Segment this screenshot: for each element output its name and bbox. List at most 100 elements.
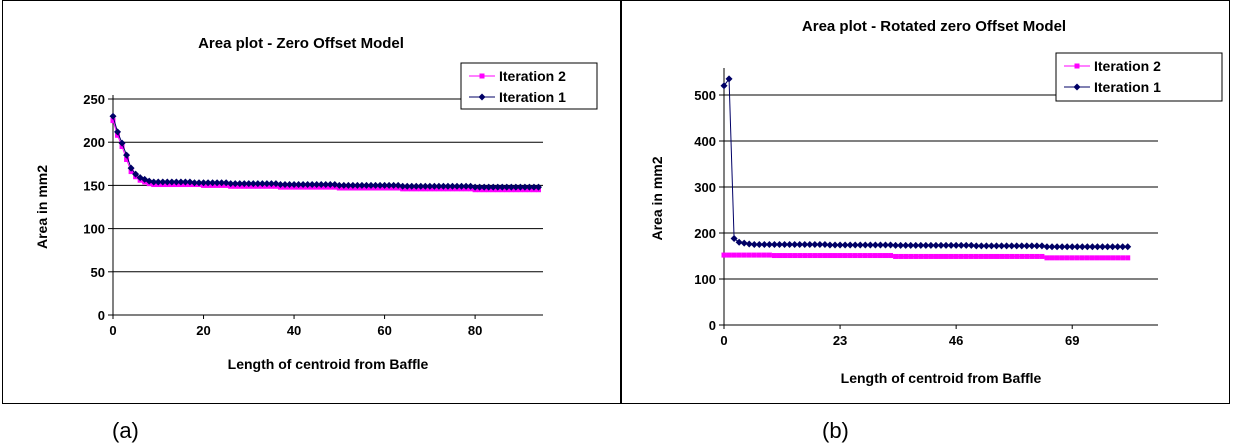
data-point: [263, 180, 271, 188]
data-point: [218, 179, 226, 187]
data-point: [118, 139, 126, 147]
legend-box: [1055, 52, 1223, 102]
chart-panel-a: Area plot - Zero Offset Model 0 50 100 150 20…: [2, 0, 621, 404]
data-point: [421, 182, 429, 190]
series-iteration-1: [109, 112, 542, 191]
data-point: [872, 253, 878, 259]
data-point: [471, 183, 479, 191]
data-point: [827, 253, 833, 259]
data-point: [770, 241, 778, 248]
chart-panel-b: Area plot - Rotated zero Offset Model 0 10…: [621, 0, 1230, 404]
data-point: [390, 181, 398, 189]
data-point: [190, 179, 198, 187]
data-point: [304, 181, 312, 189]
data-point: [236, 180, 244, 188]
legend: Iteration 2 Iteration 1: [460, 62, 598, 110]
legend-label: Iteration 1: [499, 89, 566, 105]
y-tick-label: 100: [694, 272, 716, 287]
data-point: [726, 252, 732, 258]
data-point: [372, 181, 380, 189]
x-axis-label: Length of centroid from Baffle: [841, 370, 1042, 386]
x-tick-label: 40: [287, 323, 301, 338]
data-point: [1048, 243, 1056, 251]
y-tick-label: 0: [709, 318, 716, 333]
data-point: [917, 241, 925, 249]
data-point: [781, 241, 789, 248]
data-point: [417, 182, 425, 190]
data-point: [908, 253, 914, 259]
data-point: [897, 241, 905, 249]
data-point: [195, 179, 203, 187]
data-point: [907, 241, 915, 249]
data-point: [381, 181, 389, 189]
x-tick-label: 0: [720, 333, 727, 348]
data-point: [807, 253, 813, 259]
x-tick-label: 80: [468, 323, 482, 338]
y-tick-label: 500: [694, 88, 716, 103]
y-tick-label: 400: [694, 134, 716, 149]
data-point: [177, 178, 185, 186]
data-point: [335, 181, 343, 189]
data-point: [1004, 253, 1010, 259]
data-point: [1089, 255, 1095, 261]
data-point: [525, 183, 533, 191]
data-point: [394, 181, 402, 189]
data-point: [811, 241, 819, 248]
data-point: [888, 253, 894, 259]
data-point: [498, 183, 506, 191]
data-point: [786, 241, 794, 248]
data-point: [1009, 253, 1015, 259]
data-point: [857, 253, 863, 259]
data-point: [308, 181, 316, 189]
legend-swatch-marker: [479, 73, 485, 79]
data-point: [344, 181, 352, 189]
y-axis-label: Area in mm2: [34, 165, 50, 249]
data-point: [777, 253, 783, 259]
series-iteration-1: [720, 75, 1132, 251]
data-point: [286, 181, 294, 189]
data-point: [403, 182, 411, 190]
data-point: [993, 242, 1001, 250]
data-point: [922, 241, 930, 249]
data-point: [771, 253, 777, 259]
rotated-zero-offset-area-chart: Area plot - Rotated zero Offset Model 0 10…: [649, 18, 1223, 386]
data-point: [957, 241, 965, 249]
data-point: [932, 241, 940, 249]
data-point: [1058, 243, 1066, 251]
data-point: [802, 253, 808, 259]
data-point: [887, 241, 895, 249]
data-point: [751, 252, 757, 258]
data-point: [1104, 243, 1112, 251]
data-point: [1013, 242, 1021, 250]
data-point: [1078, 243, 1086, 251]
data-point: [1028, 242, 1036, 250]
data-point: [782, 253, 788, 259]
data-point: [1074, 255, 1080, 261]
data-point: [797, 253, 803, 259]
data-point: [168, 178, 176, 186]
x-tick-label: 60: [377, 323, 391, 338]
legend-label: Iteration 1: [1094, 79, 1161, 95]
data-point: [467, 182, 475, 190]
legend-label: Iteration 2: [1094, 58, 1161, 74]
data-point: [1115, 255, 1121, 261]
data-point: [1114, 243, 1122, 251]
data-point: [489, 183, 497, 191]
data-point: [766, 252, 772, 258]
data-point: [761, 252, 767, 258]
data-point: [1120, 255, 1126, 261]
data-point: [331, 181, 339, 189]
data-point: [912, 241, 920, 249]
data-point: [385, 181, 393, 189]
data-point: [760, 241, 768, 248]
y-tick-label: 250: [83, 92, 105, 107]
data-point: [503, 183, 511, 191]
data-point: [983, 253, 989, 259]
data-point: [1068, 243, 1076, 251]
data-point: [1029, 253, 1035, 259]
data-point: [745, 240, 753, 248]
y-tick-label: 300: [694, 180, 716, 195]
data-point: [317, 181, 325, 189]
data-point: [159, 178, 167, 186]
data-point: [756, 252, 762, 258]
